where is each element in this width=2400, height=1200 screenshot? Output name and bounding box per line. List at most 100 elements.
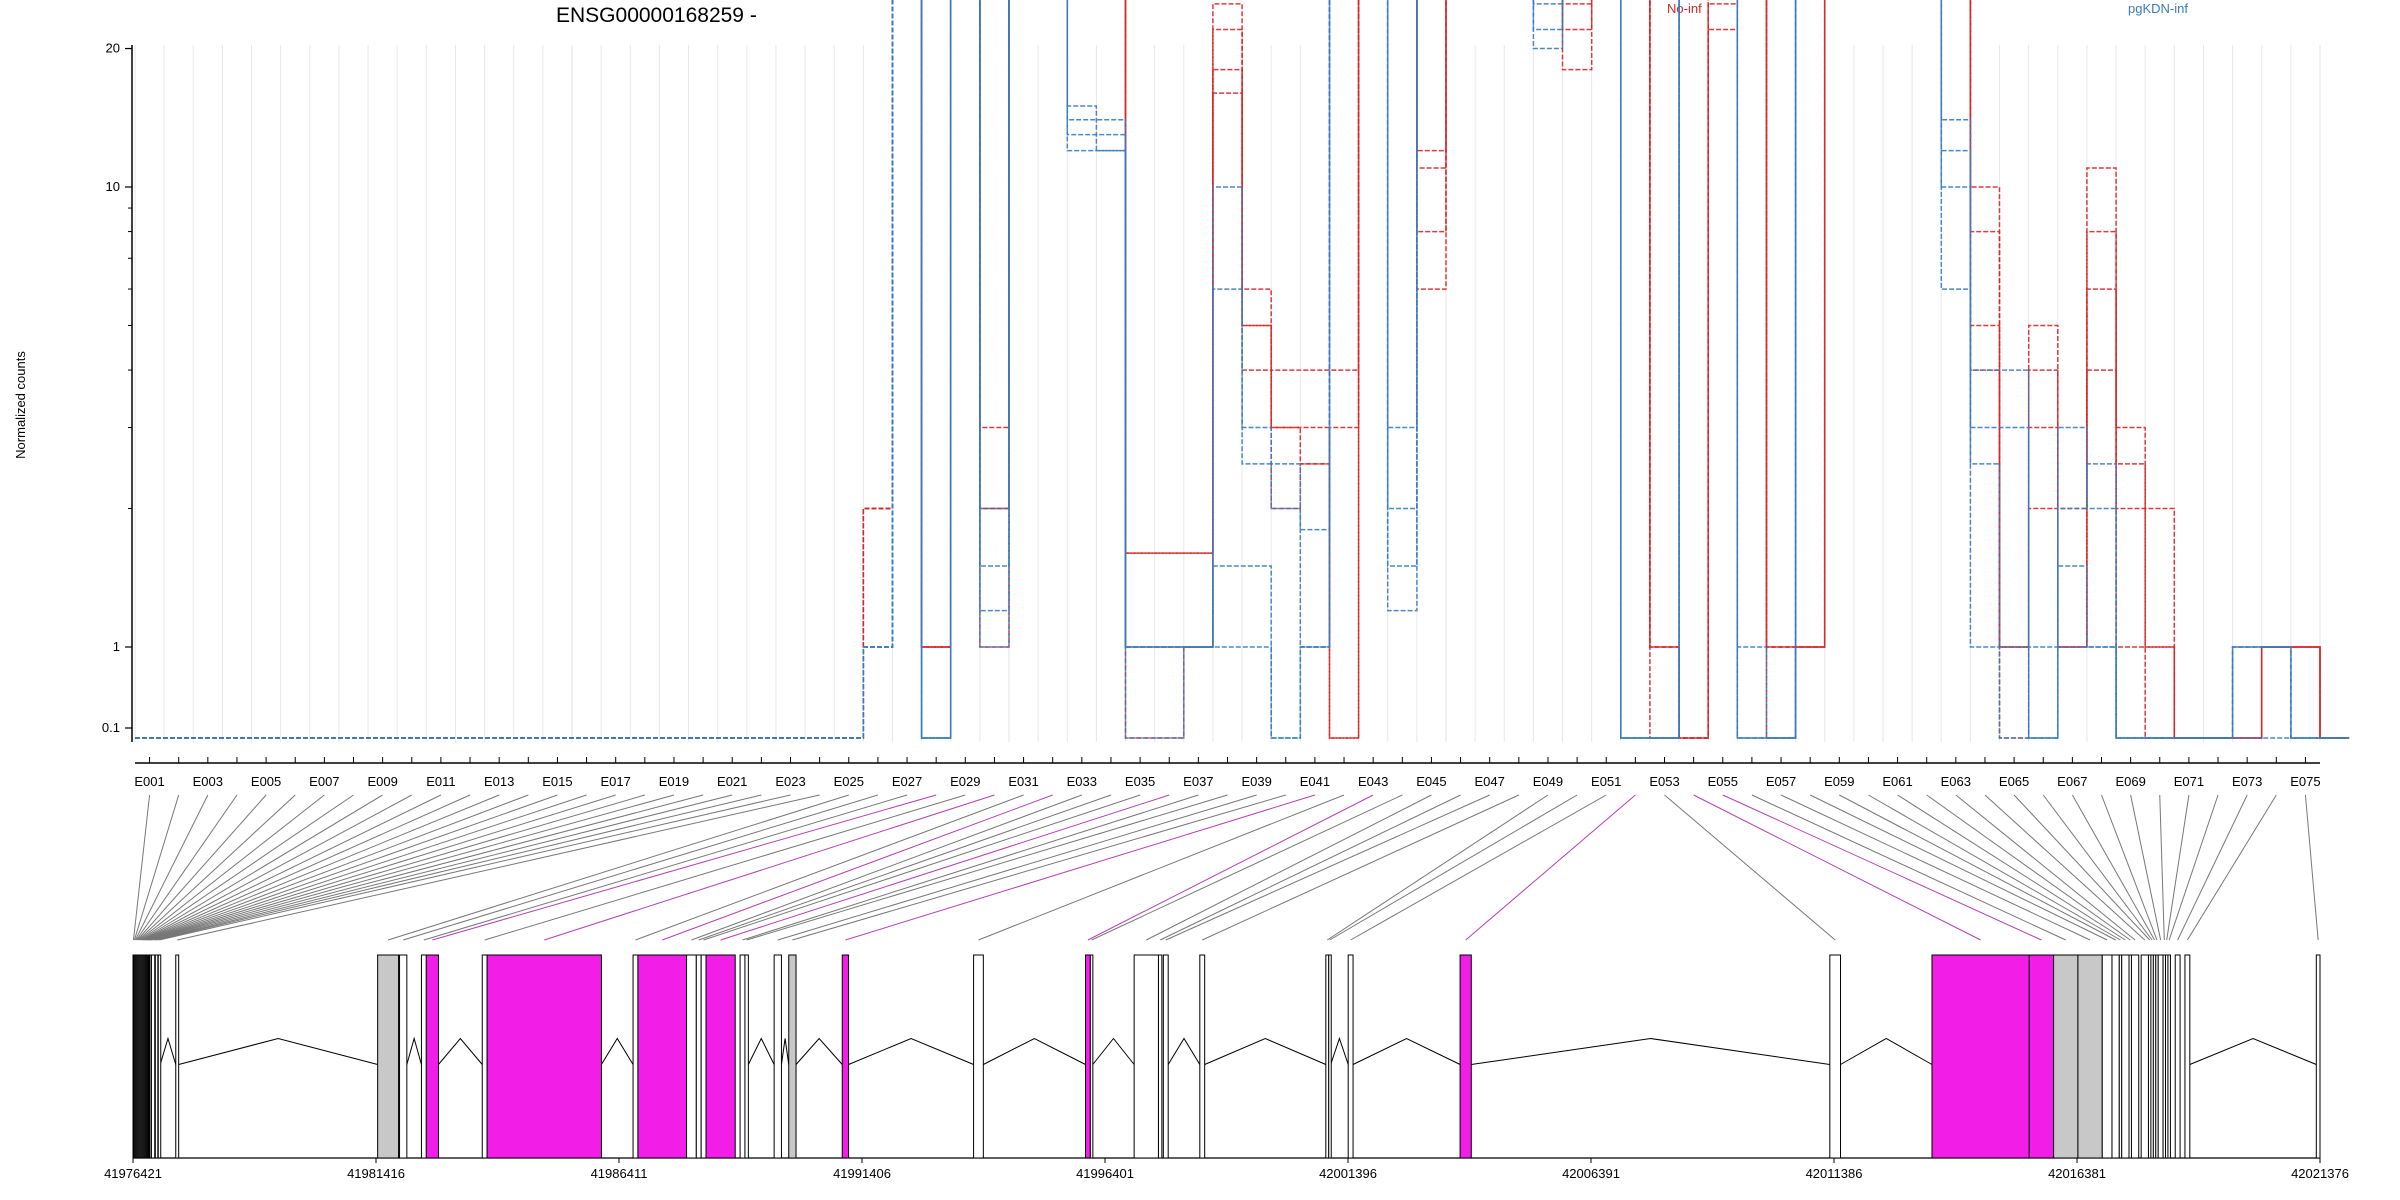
legend-pgkdn-inf: pgKDN-inf xyxy=(2128,1,2188,16)
x-tick-label: E015 xyxy=(542,774,572,789)
exon-block-E022 xyxy=(154,954,159,1159)
connector-E058 xyxy=(1809,794,2108,941)
exon-block-E046 xyxy=(1157,954,1163,1159)
exon-block-E074 xyxy=(2184,954,2191,1159)
connector-E014 xyxy=(145,794,529,941)
x-tick-label: E009 xyxy=(367,774,397,789)
connector-E035 xyxy=(703,794,1141,941)
connector-E008 xyxy=(139,794,354,941)
exon-block-E056 xyxy=(2053,954,2079,1159)
connector-E025 xyxy=(387,794,849,941)
connector-E032 xyxy=(662,794,1053,941)
exon-block-E023 xyxy=(157,954,162,1159)
x-tick-label: E029 xyxy=(950,774,980,789)
x-tick-label: E005 xyxy=(251,774,281,789)
intron-line xyxy=(780,1038,790,1065)
exon-block-E037 xyxy=(739,954,746,1159)
x-tick-label: E007 xyxy=(309,774,339,789)
exon-connectors xyxy=(132,794,2319,941)
x-tick-label: E047 xyxy=(1475,774,1505,789)
x-tick-label: E073 xyxy=(2232,774,2262,789)
connector-E002 xyxy=(133,794,180,941)
genomic-tick-label: 42001396 xyxy=(1319,1166,1377,1181)
x-tick-label: E069 xyxy=(2115,774,2145,789)
genomic-tick-label: 41976421 xyxy=(104,1166,162,1181)
exon-block-E042 xyxy=(973,954,984,1159)
exon-block-E041 xyxy=(841,954,850,1159)
connector-E062 xyxy=(1926,794,2131,941)
intron-line xyxy=(178,1037,378,1065)
exon-block-E048 xyxy=(1199,954,1206,1159)
connector-E068 xyxy=(2101,794,2158,941)
connector-E042 xyxy=(978,794,1345,941)
connector-E015 xyxy=(146,794,558,941)
x-tick-label: E031 xyxy=(1008,774,1038,789)
series-line-No-inf xyxy=(135,0,2350,739)
connector-E059 xyxy=(1839,794,2116,941)
connector-E028 xyxy=(432,794,937,941)
exon-block-E030 xyxy=(486,954,602,1159)
x-tick-label: E059 xyxy=(1824,774,1854,789)
x-tick-label: E067 xyxy=(2057,774,2087,789)
connector-E029 xyxy=(484,794,966,941)
intron-line xyxy=(406,1036,422,1065)
connector-E060 xyxy=(1868,794,2121,941)
y-tick-label: 1 xyxy=(113,639,120,654)
genomic-tick-label: 42011386 xyxy=(1806,1166,1863,1181)
series-lines xyxy=(135,0,2350,739)
intron-line xyxy=(601,1037,634,1065)
exon-block-E044 xyxy=(1089,954,1094,1159)
genomic-tick-label: 42016381 xyxy=(2048,1166,2106,1181)
exon-block-E043 xyxy=(1084,954,1091,1159)
connector-E065 xyxy=(2013,794,2151,941)
exon-block-E034 xyxy=(695,954,702,1159)
connector-E073 xyxy=(2177,794,2248,941)
exon-block-E020 xyxy=(150,954,156,1159)
connector-E075 xyxy=(2304,794,2319,941)
x-tick-label: E025 xyxy=(834,774,864,789)
x-tick-label: E041 xyxy=(1300,774,1330,789)
x-tick-label: E045 xyxy=(1416,774,1446,789)
x-tick-label: E049 xyxy=(1533,774,1563,789)
genomic-tick-label: 41981416 xyxy=(347,1166,405,1181)
exon-block-E024 xyxy=(175,954,180,1159)
x-tick-label: E057 xyxy=(1766,774,1796,789)
connector-E056 xyxy=(1751,794,2066,941)
x-tick-label: E061 xyxy=(1882,774,1912,789)
x-tick-label: E039 xyxy=(1241,774,1271,789)
connector-E072 xyxy=(2168,794,2219,941)
connector-E034 xyxy=(698,794,1112,941)
connector-E011 xyxy=(142,794,442,941)
connector-E012 xyxy=(143,794,471,941)
connector-E018 xyxy=(150,794,645,941)
connector-E040 xyxy=(792,794,1286,941)
series-line-pgKDN-inf xyxy=(135,0,2350,739)
genomic-tick-label: 42006391 xyxy=(1562,1166,1620,1181)
connector-E024 xyxy=(177,794,820,941)
y-tick-label: 20 xyxy=(106,41,120,56)
connector-E055 xyxy=(1722,794,2042,941)
x-tick-label: E013 xyxy=(484,774,514,789)
intron-line xyxy=(438,1037,483,1065)
connector-E022 xyxy=(156,794,762,941)
connector-E036 xyxy=(720,794,1170,941)
connector-E051 xyxy=(1350,794,1607,941)
x-tick-label: E001 xyxy=(134,774,164,789)
exon-block-E072 xyxy=(2167,954,2171,1159)
axes: 0.1110203050100E001E003E005E007E009E011E… xyxy=(102,41,2321,789)
genomic-tick-label: 42021376 xyxy=(2291,1166,2349,1181)
x-tick-label: E003 xyxy=(193,774,223,789)
x-tick-label: E075 xyxy=(2290,774,2320,789)
exon-block-E052 xyxy=(1459,954,1472,1159)
exon-block-E025 xyxy=(377,954,400,1159)
exon-block-E035 xyxy=(700,954,707,1159)
intron-line xyxy=(795,1037,843,1065)
intron-line xyxy=(1352,1037,1461,1065)
exon-block-E053 xyxy=(1829,954,1842,1159)
connector-E010 xyxy=(141,794,413,941)
exon-block-E029 xyxy=(481,954,488,1159)
gridlines xyxy=(134,45,2321,742)
exon-block-E027 xyxy=(420,954,427,1159)
exon-block-E040 xyxy=(788,954,797,1159)
connector-E052 xyxy=(1465,794,1636,941)
